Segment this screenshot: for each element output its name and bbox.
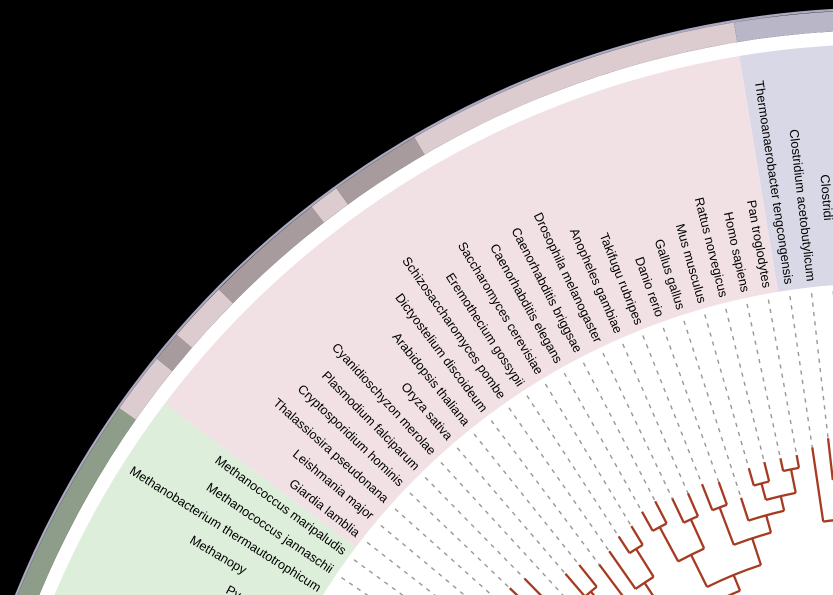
tree-branch[interactable] (630, 525, 644, 546)
ring-segment-5 (311, 188, 349, 223)
tree-branch[interactable] (763, 461, 771, 482)
tree-branch[interactable] (751, 537, 763, 566)
species-label-30[interactable]: Clostridi (817, 174, 833, 221)
band-archaea (54, 403, 356, 595)
ring-segment-7 (414, 22, 738, 155)
leader-line-19 (602, 352, 673, 499)
tree-branch[interactable] (711, 503, 728, 512)
leader-line-17 (563, 372, 643, 513)
tree-branch[interactable] (779, 495, 786, 511)
tree-branch[interactable] (748, 509, 785, 522)
tree-branch[interactable] (718, 507, 735, 546)
tree-branch[interactable] (683, 515, 699, 524)
tree-branch[interactable] (795, 454, 801, 469)
leader-line-18 (582, 362, 656, 502)
leader-line-23 (683, 320, 742, 499)
ring-segment-6 (336, 137, 425, 205)
tree-branch[interactable] (643, 582, 674, 595)
ring-segment-1 (119, 358, 173, 420)
ring-segment-0 (17, 408, 136, 595)
tree-branch[interactable] (635, 548, 655, 578)
tree-branch[interactable] (578, 564, 598, 588)
ring-segment-2 (156, 334, 192, 372)
leader-line-13 (490, 420, 600, 565)
leader-line-28 (789, 295, 813, 448)
tree-branch[interactable] (564, 573, 586, 595)
tree-branch[interactable] (658, 526, 680, 562)
tree-branch[interactable] (654, 500, 668, 524)
tree-branch[interactable] (652, 522, 668, 532)
leader-line-8 (409, 492, 511, 589)
ring-segment-8 (733, 11, 833, 43)
tree-branch[interactable] (523, 577, 562, 595)
tree-branch[interactable] (732, 574, 742, 592)
tree-branch[interactable] (765, 515, 773, 533)
leader-line-25 (725, 308, 765, 463)
tree-branch[interactable] (747, 467, 755, 486)
band-eukaryota (164, 55, 779, 548)
leader-line-26 (746, 303, 782, 459)
tree-branch[interactable] (706, 563, 762, 589)
ring-segment-4 (218, 206, 324, 304)
tree-branch[interactable] (789, 469, 797, 494)
tree-branch[interactable] (779, 458, 785, 472)
tree-branch[interactable] (700, 483, 714, 511)
tree-branch[interactable] (617, 535, 631, 554)
leader-line-21 (642, 335, 703, 485)
leader-line-14 (508, 407, 610, 552)
tree-branch[interactable] (673, 589, 741, 595)
tree-branch[interactable] (634, 575, 655, 590)
tree-branch[interactable] (826, 438, 833, 481)
tree-branch[interactable] (717, 481, 729, 506)
tree-branch[interactable] (608, 550, 637, 590)
leader-line-6 (380, 524, 466, 595)
leader-line-10 (440, 461, 564, 595)
tree-branch[interactable] (760, 483, 767, 501)
outer-edge-line (15, 9, 833, 595)
tree-branch[interactable] (739, 497, 750, 522)
tree-branch[interactable] (811, 447, 825, 522)
tree-branch[interactable] (689, 518, 706, 550)
tree-branch[interactable] (690, 554, 709, 588)
band-bacteria (739, 45, 833, 292)
tree-branch[interactable] (782, 466, 800, 473)
leader-line-27 (767, 299, 798, 456)
tree-branch[interactable] (823, 519, 833, 523)
tree-branch[interactable] (686, 492, 700, 517)
leader-line-7 (394, 508, 493, 595)
tree-branch[interactable] (671, 497, 685, 524)
ring-segment-3 (176, 289, 233, 348)
leader-line-24 (704, 314, 750, 469)
tree-branch[interactable] (598, 563, 667, 595)
tree-branch[interactable] (640, 511, 654, 532)
